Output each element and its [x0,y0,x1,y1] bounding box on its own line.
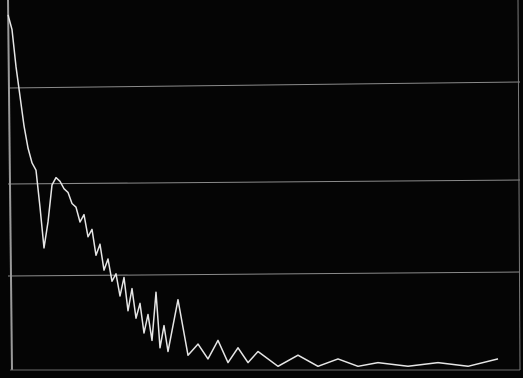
screen [0,0,523,378]
screen-background [0,0,523,378]
